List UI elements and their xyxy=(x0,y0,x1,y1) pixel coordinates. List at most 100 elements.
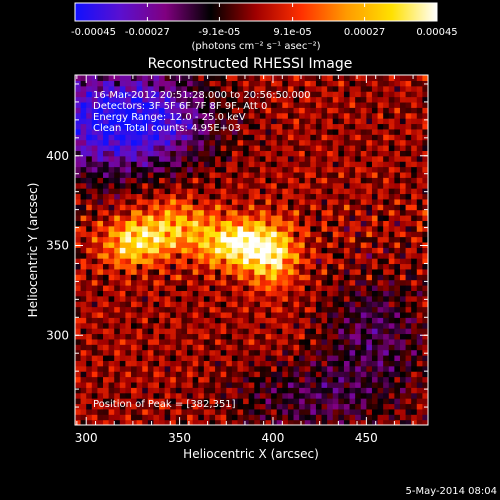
heatmap-cell xyxy=(119,150,127,157)
heatmap-cell xyxy=(231,112,239,119)
heatmap-cell xyxy=(254,360,261,367)
heatmap-cell xyxy=(231,355,239,361)
heatmap-cell xyxy=(192,145,199,151)
colorbar-tick-label: -9.1e-05 xyxy=(198,27,240,38)
heatmap-cell xyxy=(75,290,82,297)
heatmap-cell xyxy=(287,225,295,232)
heatmap-cell xyxy=(338,290,345,297)
heatmap-cell xyxy=(170,220,177,227)
heatmap-cell xyxy=(159,107,166,114)
heatmap-cell xyxy=(159,118,166,125)
heatmap-cell xyxy=(327,123,334,130)
heatmap-cell xyxy=(103,387,110,394)
heatmap-cell xyxy=(237,128,244,135)
heatmap-cell xyxy=(175,75,183,81)
heatmap-cell xyxy=(86,355,93,361)
heatmap-cell xyxy=(220,403,227,410)
heatmap-cell xyxy=(142,328,149,335)
heatmap-cell xyxy=(287,101,295,108)
heatmap-cell xyxy=(293,177,300,184)
heatmap-cell xyxy=(108,274,115,281)
heatmap-cell xyxy=(103,258,110,265)
heatmap-cell xyxy=(153,80,160,87)
heatmap-cell xyxy=(159,145,166,151)
heatmap-cell xyxy=(231,91,239,98)
heatmap-cell xyxy=(327,118,334,125)
heatmap-cell xyxy=(91,101,99,108)
heatmap-cell xyxy=(125,85,132,92)
heatmap-cell xyxy=(159,285,166,291)
heatmap-cell xyxy=(282,236,289,243)
heatmap-cell xyxy=(131,322,138,329)
heatmap-cell xyxy=(103,295,110,302)
heatmap-cell xyxy=(164,365,171,372)
heatmap-cell xyxy=(237,225,244,232)
heatmap-cell xyxy=(159,301,166,308)
heatmap-cell xyxy=(142,225,149,232)
heatmap-cell xyxy=(332,290,339,297)
heatmap-cell xyxy=(405,398,412,405)
heatmap-cell xyxy=(80,306,87,313)
heatmap-cell xyxy=(80,231,87,238)
heatmap-cell xyxy=(203,263,211,270)
heatmap-cell xyxy=(265,101,272,108)
heatmap-cell xyxy=(220,290,227,297)
heatmap-cell xyxy=(215,365,222,372)
heatmap-cell xyxy=(371,177,379,184)
heatmap-cell xyxy=(243,263,250,270)
heatmap-cell xyxy=(394,349,401,356)
heatmap-cell xyxy=(355,177,362,184)
heatmap-cell xyxy=(80,349,87,356)
heatmap-cell xyxy=(237,155,244,162)
heatmap-cell xyxy=(259,279,267,286)
heatmap-cell xyxy=(248,398,255,405)
heatmap-cell xyxy=(108,128,115,135)
heatmap-cell xyxy=(332,371,339,378)
heatmap-cell xyxy=(231,279,239,286)
heatmap-cell xyxy=(80,118,87,125)
heatmap-cell xyxy=(103,328,110,335)
heatmap-cell xyxy=(265,349,272,356)
heatmap-cell xyxy=(304,355,311,361)
heatmap-cell xyxy=(282,193,289,200)
heatmap-cell xyxy=(394,322,401,329)
heatmap-cell xyxy=(388,112,395,119)
heatmap-cell xyxy=(332,193,339,200)
heatmap-cell xyxy=(411,285,418,291)
heatmap-cell xyxy=(299,381,306,388)
heatmap-cell xyxy=(399,322,407,329)
heatmap-cell xyxy=(75,209,82,216)
heatmap-cell xyxy=(243,398,250,405)
heatmap-cell xyxy=(304,408,311,415)
heatmap-cell xyxy=(181,188,188,195)
heatmap-cell xyxy=(327,344,334,351)
heatmap-cell xyxy=(259,220,267,227)
heatmap-cell xyxy=(159,150,166,157)
heatmap-cell xyxy=(304,381,311,388)
heatmap-cell xyxy=(226,317,233,324)
heatmap-cell xyxy=(136,263,143,270)
heatmap-cell xyxy=(271,85,278,92)
heatmap-cell xyxy=(181,268,188,275)
heatmap-cell xyxy=(215,279,222,286)
heatmap-cell xyxy=(215,322,222,329)
heatmap-cell xyxy=(360,155,367,162)
heatmap-cell xyxy=(75,171,82,178)
heatmap-cell xyxy=(265,355,272,361)
heatmap-cell xyxy=(293,290,300,297)
heatmap-cell xyxy=(192,101,199,108)
heatmap-cell xyxy=(271,139,278,146)
heatmap-cell xyxy=(75,220,82,227)
heatmap-cell xyxy=(254,355,261,361)
heatmap-cell xyxy=(114,177,121,184)
heatmap-cell xyxy=(383,209,390,216)
heatmap-cell xyxy=(282,75,289,81)
heatmap-cell xyxy=(136,258,143,265)
heatmap-cell xyxy=(80,85,87,92)
heatmap-cell xyxy=(181,91,188,98)
heatmap-cell xyxy=(75,85,82,92)
heatmap-cell xyxy=(349,349,356,356)
heatmap-cell xyxy=(265,263,272,270)
heatmap-cell xyxy=(231,155,239,162)
heatmap-cell xyxy=(226,328,233,335)
